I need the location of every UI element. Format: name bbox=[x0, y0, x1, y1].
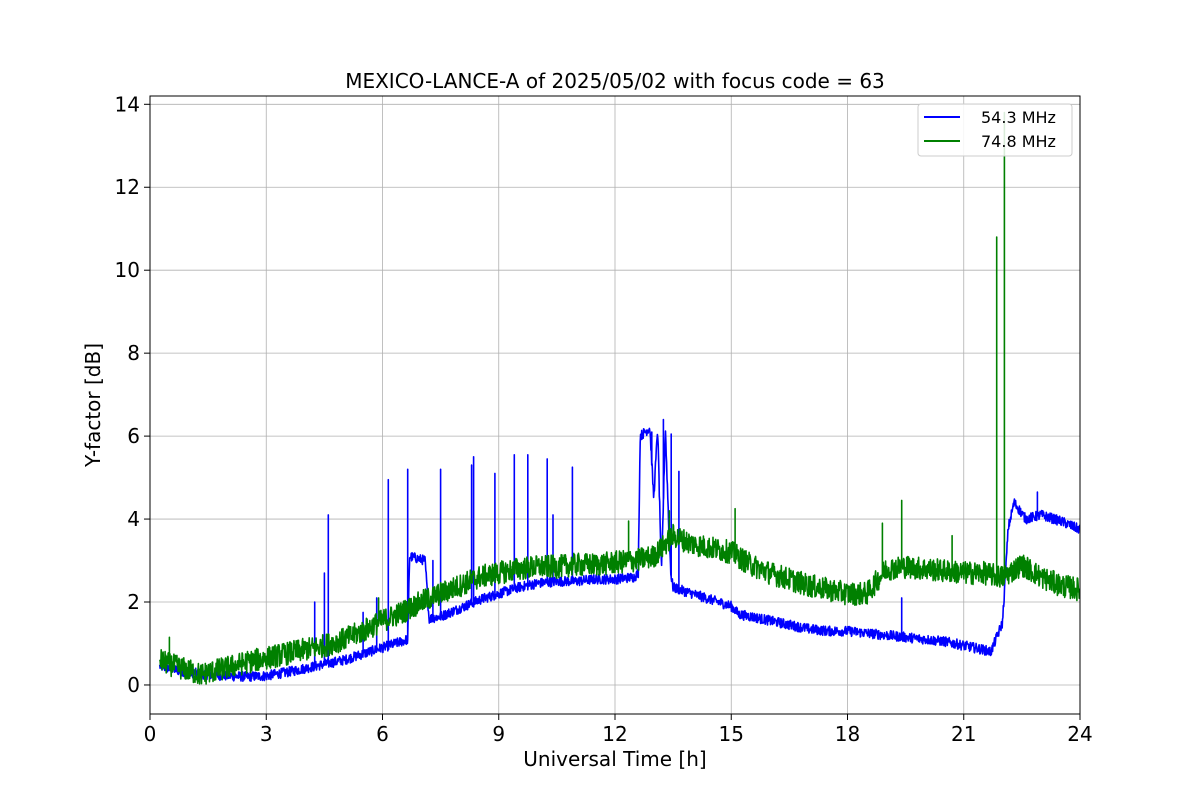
y-tick-label: 4 bbox=[127, 507, 140, 531]
x-axis-label: Universal Time [h] bbox=[523, 747, 706, 771]
x-tick-label: 9 bbox=[492, 722, 505, 746]
legend-label-series-1: 54.3 MHz bbox=[981, 108, 1056, 127]
y-tick-label: 2 bbox=[127, 590, 140, 614]
y-tick-label: 12 bbox=[115, 175, 140, 199]
x-tick-label: 24 bbox=[1067, 722, 1092, 746]
y-tick-label: 14 bbox=[115, 92, 140, 116]
y-axis-label: Y-factor [dB] bbox=[81, 343, 105, 468]
chart-title: MEXICO-LANCE-A of 2025/05/02 with focus … bbox=[345, 69, 885, 93]
x-tick-label: 15 bbox=[719, 722, 744, 746]
x-tick-label: 18 bbox=[835, 722, 860, 746]
x-tick-label: 3 bbox=[260, 722, 273, 746]
x-tick-label: 0 bbox=[144, 722, 157, 746]
legend-label-series-2: 74.8 MHz bbox=[981, 132, 1056, 151]
y-tick-label: 6 bbox=[127, 424, 140, 448]
x-tick-label: 12 bbox=[602, 722, 627, 746]
y-tick-label: 0 bbox=[127, 673, 140, 697]
y-tick-label: 10 bbox=[115, 258, 140, 282]
series-line-1 bbox=[158, 418, 1080, 682]
plot-series bbox=[158, 111, 1080, 685]
x-tick-label: 21 bbox=[951, 722, 976, 746]
series-line-2 bbox=[158, 111, 1080, 685]
y-tick-label: 8 bbox=[127, 341, 140, 365]
x-tick-label: 6 bbox=[376, 722, 389, 746]
legend: 54.3 MHz 74.8 MHz bbox=[917, 103, 1073, 157]
